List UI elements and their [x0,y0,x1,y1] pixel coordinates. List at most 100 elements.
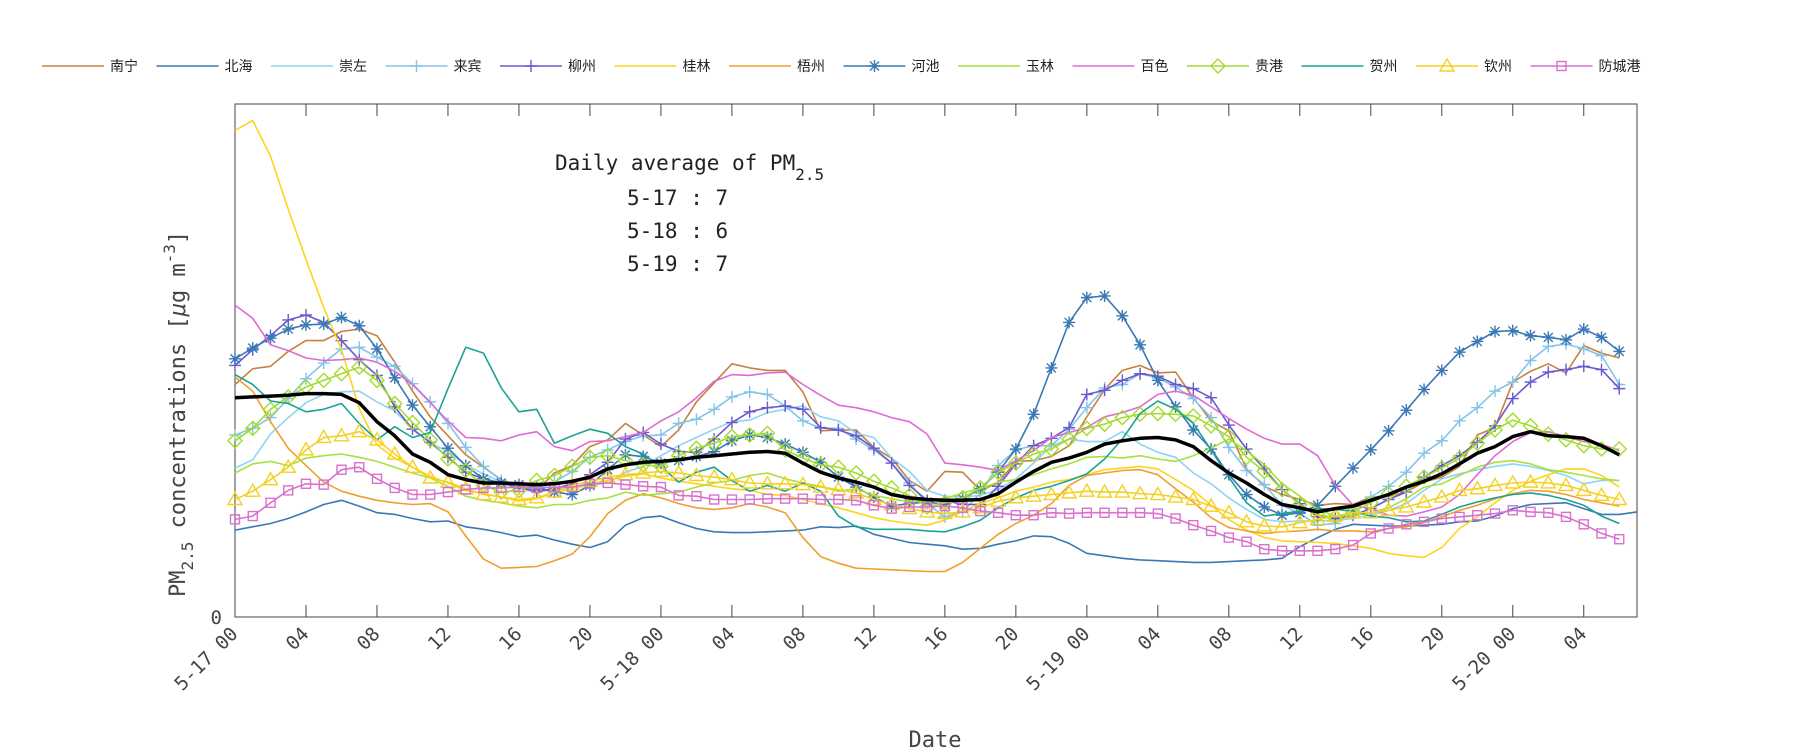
x-tick-label: 04 [708,623,740,655]
data-point [1330,543,1341,555]
annotation-line: 5-19 : 7 [627,252,728,276]
annotation-line: 5-18 : 6 [627,219,728,243]
data-point [1116,309,1129,322]
data-point [1258,500,1271,513]
series-防城港 [229,462,1625,557]
data-point [850,429,863,442]
data-point [599,468,616,483]
data-point [441,417,454,430]
data-point [1577,323,1590,336]
data-point [1560,511,1572,523]
data-point [459,441,472,454]
series-line [234,295,1620,517]
data-point [850,495,862,506]
data-point [601,443,614,456]
data-point [1256,463,1273,480]
data-point [759,475,776,490]
x-tick-label: 04 [1134,623,1166,655]
data-point [388,371,401,384]
data-point [1542,331,1555,344]
series-line [234,346,1620,533]
data-point [425,489,436,500]
data-point [741,426,758,443]
data-point [1471,401,1484,414]
data-point [333,365,350,382]
data-point [1259,543,1270,555]
data-point [652,462,670,478]
data-point [814,456,827,469]
data-point [1469,435,1486,452]
x-tick-label: 08 [1205,623,1237,655]
data-point [1415,493,1433,508]
data-point [1540,426,1557,443]
legend-label: 崇左 [339,59,367,75]
data-point [1364,443,1377,456]
legend-label: 南宁 [110,58,138,75]
data-point [776,475,794,490]
legend-item: 钦州 [1416,57,1512,75]
data-point [1380,501,1397,516]
data-point [386,445,403,460]
data-point [972,479,989,496]
data-point [1469,480,1486,495]
data-point [1081,507,1093,518]
data-point [1220,504,1238,519]
data-point [1151,374,1164,387]
data-point [833,494,844,505]
x-tick-label: 5-18 00 [596,623,668,695]
data-point [1309,510,1326,526]
data-point [1611,491,1628,506]
data-point [779,400,792,413]
data-point [404,414,421,431]
data-point [599,447,616,464]
legend-label: 河池 [912,59,940,75]
series-line [234,376,1620,573]
data-point [1506,376,1519,389]
data-point [1453,346,1466,359]
data-point [637,450,650,463]
data-point [1435,364,1448,377]
data-point [1078,420,1095,437]
data-point [280,458,297,473]
data-point [1560,363,1573,376]
data-point [1486,477,1504,492]
data-point [1240,464,1253,477]
data-point [1578,519,1589,530]
data-point [1202,497,1220,512]
data-point [244,420,261,437]
data-point [1454,511,1465,523]
data-point [1418,447,1431,460]
data-point [1327,507,1344,522]
data-point [779,438,792,451]
data-point [1291,514,1309,529]
series-贺州 [234,346,1620,533]
data-point [688,440,705,457]
data-point [510,491,528,506]
data-point [1294,545,1306,557]
data-point [1009,443,1022,456]
data-point [1240,443,1253,456]
legend-item: 南宁 [42,58,138,75]
data-point [317,356,330,369]
data-point [368,431,386,446]
data-point [315,372,332,389]
data-point [1080,388,1093,401]
data-point [1472,510,1483,521]
data-point [1187,424,1200,437]
legend-item: 玉林 [958,59,1054,75]
data-point [777,441,794,458]
legend-item: 百色 [1072,58,1169,75]
data-point [1007,455,1024,472]
annotation-line: 5-17 : 7 [627,186,728,210]
data-point [1613,345,1626,358]
data-point [229,352,241,365]
data-point [708,403,721,416]
data-point [1238,449,1255,466]
x-tick-label: 5-20 00 [1448,623,1520,695]
data-point [1080,291,1093,304]
data-point [1401,519,1412,530]
data-point [226,491,244,506]
x-tick-label: 5-17 00 [170,623,242,695]
data-point [867,491,880,504]
legend-label: 来宾 [454,59,482,75]
